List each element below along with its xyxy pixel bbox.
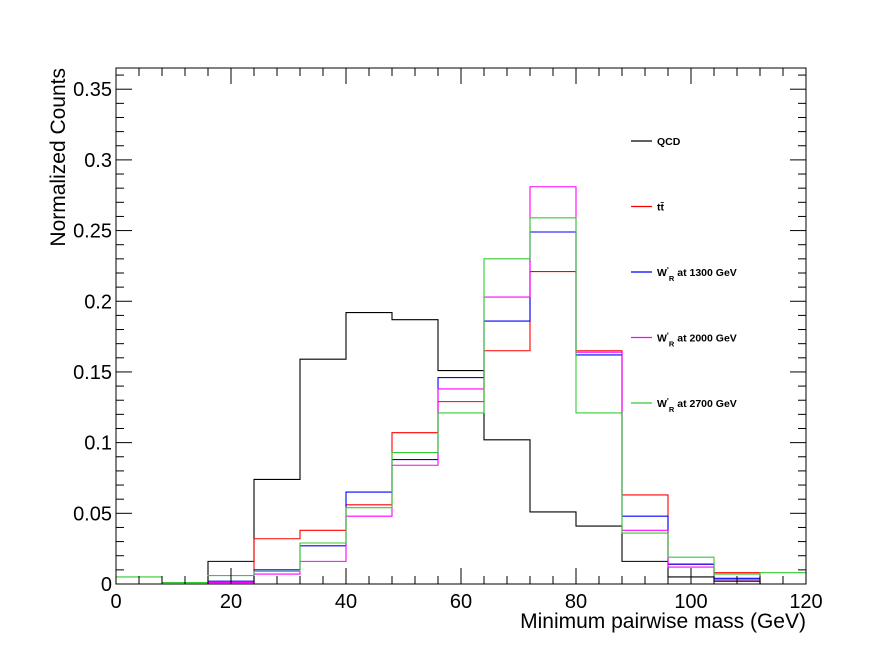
- series-line-5: [115, 217, 807, 584]
- x-tick-label: 0: [110, 591, 121, 613]
- legend: QCD tt̄ W'R at 1300 GeV W'R at 2000 GeV W'R at …: [631, 136, 737, 414]
- legend-label-3: W'R at 1300 GeV: [657, 266, 737, 283]
- y-tick-label: 0.05: [73, 503, 112, 525]
- y-tick-label: 0.25: [73, 221, 112, 243]
- y-axis-title: Normalized Counts: [47, 68, 70, 247]
- y-tick-label: 0.15: [73, 362, 112, 384]
- legend-label-2: tt̄: [657, 202, 664, 214]
- legend-label-5: W'R at 2700 GeV: [657, 397, 737, 414]
- x-tick-label: 100: [674, 591, 707, 613]
- y-tick-label: 0.2: [84, 291, 112, 313]
- x-tick-label: 120: [789, 591, 822, 613]
- x-axis-title: Minimum pairwise mass (GeV): [520, 610, 806, 633]
- y-tick-label: 0: [101, 574, 112, 596]
- x-tick-label: 40: [335, 591, 357, 613]
- y-tick-label: 0.1: [84, 433, 112, 455]
- legend-label-4: W'R at 2000 GeV: [657, 332, 737, 349]
- x-tick-label: 80: [565, 591, 587, 613]
- y-tick-label: 0.3: [84, 150, 112, 172]
- x-tick-label: 60: [450, 591, 472, 613]
- x-tick-label: 20: [220, 591, 242, 613]
- y-tick-label: 0.35: [73, 79, 112, 101]
- ticks-layer: 0 20 40 60 80 100 120 0 0.05 0.1 0.15 0.2 0.25 0.3 0.3…: [73, 68, 823, 613]
- legend-label-1: QCD: [657, 136, 681, 148]
